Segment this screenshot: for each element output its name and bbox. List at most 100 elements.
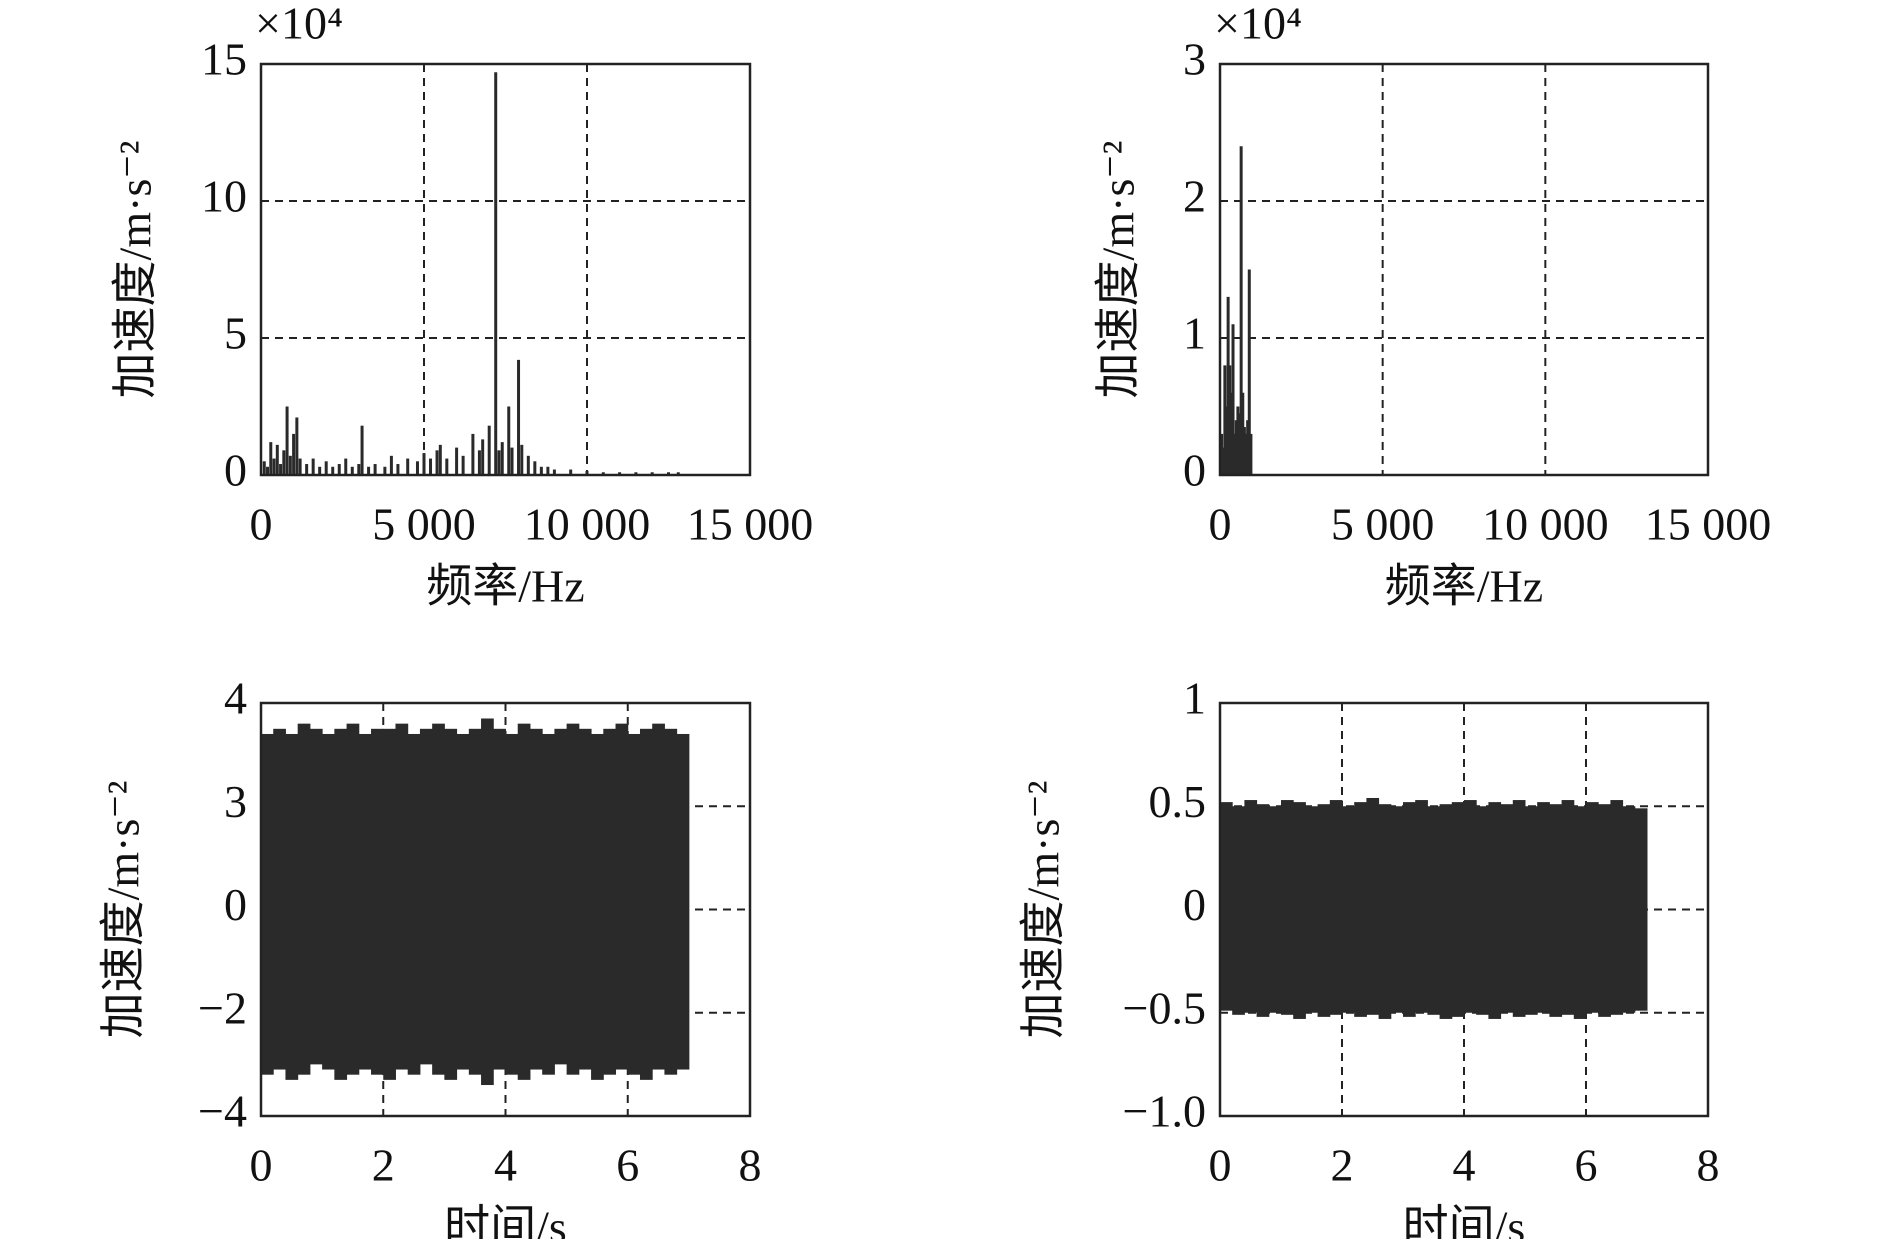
y-tick-label: 5 xyxy=(224,308,247,359)
signal-envelope xyxy=(591,733,604,1080)
signal-envelope xyxy=(1329,800,1343,1015)
signal-envelope xyxy=(1281,800,1294,1015)
signal-envelope xyxy=(578,728,592,1070)
signal-envelope xyxy=(1220,802,1233,1011)
signal-envelope xyxy=(309,728,323,1065)
signal-envelope xyxy=(1561,800,1575,1015)
signal-envelope xyxy=(664,728,678,1075)
signal-envelope xyxy=(615,723,629,1070)
signal-envelope xyxy=(1390,806,1404,1013)
signal-envelope xyxy=(285,733,299,1080)
signal-envelope xyxy=(1586,802,1599,1013)
signal-envelope xyxy=(297,723,311,1075)
signal-envelope xyxy=(383,728,396,1080)
signal-envelope xyxy=(652,723,665,1070)
x-tick-label: 2 xyxy=(372,1140,395,1191)
signal-envelope xyxy=(1366,797,1380,1015)
signal-envelope xyxy=(1256,804,1270,1017)
x-axis-label: 频率/Hz xyxy=(426,561,584,612)
signal-envelope xyxy=(676,733,690,1070)
x-tick-label: 5 000 xyxy=(1331,499,1435,550)
signal-envelope xyxy=(481,718,494,1086)
y-tick-label: 0 xyxy=(224,879,247,930)
signal-envelope xyxy=(468,728,482,1075)
signal-envelope xyxy=(358,733,372,1070)
x-tick-label: 8 xyxy=(1697,1140,1720,1191)
y-tick-label: −2 xyxy=(198,982,247,1033)
signal-envelope xyxy=(1464,800,1477,1013)
x-tick-label: 0 xyxy=(250,1140,273,1191)
signal-envelope xyxy=(1415,800,1428,1013)
signal-envelope xyxy=(1537,802,1550,1013)
y-axis-label: 加速度/m·s⁻² xyxy=(110,141,161,399)
y-tick-label: 0 xyxy=(224,445,247,496)
signal-envelope xyxy=(554,728,568,1065)
x-tick-label: 5 000 xyxy=(372,499,476,550)
signal-envelope xyxy=(1549,804,1563,1017)
signal-envelope xyxy=(322,733,335,1070)
signal-envelope xyxy=(1512,800,1526,1017)
signal-envelope xyxy=(1427,806,1441,1015)
x-tick-label: 2 xyxy=(1331,1140,1354,1191)
signal-envelope xyxy=(432,723,445,1075)
signal-envelope xyxy=(456,733,470,1070)
signal-envelope xyxy=(1293,802,1306,1019)
y-tick-label: 3 xyxy=(1183,34,1206,85)
x-tick-label: 10 000 xyxy=(524,499,651,550)
x-tick-label: 4 xyxy=(1453,1140,1476,1191)
signal-envelope xyxy=(1476,806,1489,1015)
y-tick-label: −0.5 xyxy=(1123,982,1206,1033)
signal-envelope xyxy=(1268,806,1282,1013)
y-tick-label: 1 xyxy=(1183,308,1206,359)
signal-envelope xyxy=(517,723,531,1080)
plot-frame xyxy=(1218,701,1710,1118)
y-axis-label: 加速度/m·s⁻² xyxy=(1093,141,1144,399)
x-tick-label: 6 xyxy=(616,1140,639,1191)
y-axis-label: 加速度/m·s⁻² xyxy=(1018,781,1069,1039)
x-tick-label: 10 000 xyxy=(1482,499,1609,550)
signal-envelope xyxy=(1610,800,1624,1015)
y-tick-label: 1 xyxy=(1183,673,1206,724)
y-multiplier: ×10⁴ xyxy=(1214,0,1302,49)
x-axis-label: 时间/s xyxy=(444,1202,567,1239)
plot-frame xyxy=(259,62,752,477)
y-tick-label: 2 xyxy=(1183,171,1206,222)
x-tick-label: 0 xyxy=(250,499,273,550)
signal-envelope xyxy=(1232,806,1245,1015)
signal-envelope xyxy=(1342,806,1355,1013)
signal-envelope xyxy=(371,728,384,1075)
signal-envelope xyxy=(493,728,506,1070)
signal-envelope xyxy=(639,728,653,1080)
y-tick-label: 0 xyxy=(1183,445,1206,496)
signal-envelope xyxy=(1525,806,1538,1015)
signal-envelope xyxy=(395,723,409,1070)
signal-envelope xyxy=(261,733,274,1075)
plot-frame xyxy=(259,701,752,1118)
y-axis-label: 加速度/m·s⁻² xyxy=(98,781,149,1039)
signal-envelope xyxy=(444,728,458,1080)
signal-envelope xyxy=(627,733,641,1075)
signal-envelope xyxy=(1354,802,1367,1017)
x-tick-label: 4 xyxy=(494,1140,517,1191)
signal-envelope xyxy=(1634,808,1648,1011)
x-axis-label: 频率/Hz xyxy=(1385,561,1543,612)
signal-envelope xyxy=(505,733,519,1075)
x-tick-label: 8 xyxy=(739,1140,762,1191)
y-tick-label: 4 xyxy=(224,673,247,724)
signal-envelope xyxy=(1305,806,1319,1013)
signal-envelope xyxy=(566,723,580,1075)
signal-envelope xyxy=(542,733,555,1075)
signal-envelope xyxy=(603,728,617,1075)
signal-envelope xyxy=(1403,802,1416,1017)
signal-envelope xyxy=(1500,804,1514,1013)
signal-envelope xyxy=(1451,802,1465,1017)
x-axis-label: 时间/s xyxy=(1403,1202,1526,1239)
y-tick-label: 10 xyxy=(201,171,247,222)
x-tick-label: 15 000 xyxy=(687,499,814,550)
signal-envelope xyxy=(1317,804,1331,1017)
signal-envelope xyxy=(1439,804,1453,1019)
y-tick-label: 3 xyxy=(224,776,247,827)
y-tick-label: −4 xyxy=(198,1086,247,1137)
signal-envelope xyxy=(1598,804,1611,1017)
